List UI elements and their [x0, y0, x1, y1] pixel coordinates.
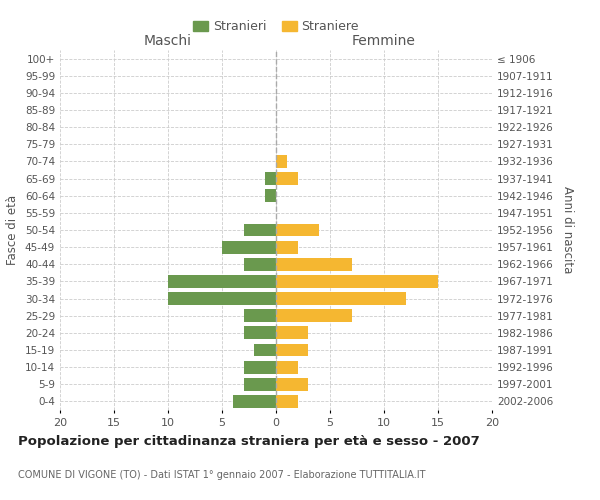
Text: Maschi: Maschi [144, 34, 192, 48]
Text: COMUNE DI VIGONE (TO) - Dati ISTAT 1° gennaio 2007 - Elaborazione TUTTITALIA.IT: COMUNE DI VIGONE (TO) - Dati ISTAT 1° ge… [18, 470, 425, 480]
Bar [244, 360, 276, 374]
Bar [276, 395, 298, 408]
Y-axis label: Fasce di età: Fasce di età [7, 195, 19, 265]
Y-axis label: Anni di nascita: Anni di nascita [560, 186, 574, 274]
Bar [244, 310, 276, 322]
Bar [254, 344, 276, 356]
Text: Femmine: Femmine [352, 34, 416, 48]
Bar [233, 395, 276, 408]
Bar [244, 378, 276, 390]
Bar [244, 326, 276, 340]
Bar [276, 344, 308, 356]
Bar [168, 275, 276, 288]
Bar [276, 258, 352, 270]
Bar [265, 190, 276, 202]
Bar [244, 258, 276, 270]
Bar [276, 172, 298, 185]
Bar [276, 360, 298, 374]
Bar [265, 172, 276, 185]
Bar [276, 155, 287, 168]
Bar [276, 292, 406, 305]
Legend: Stranieri, Straniere: Stranieri, Straniere [189, 16, 363, 37]
Text: Popolazione per cittadinanza straniera per età e sesso - 2007: Popolazione per cittadinanza straniera p… [18, 435, 480, 448]
Bar [244, 224, 276, 236]
Bar [276, 310, 352, 322]
Bar [276, 326, 308, 340]
Bar [276, 240, 298, 254]
Bar [276, 378, 308, 390]
Bar [168, 292, 276, 305]
Bar [276, 224, 319, 236]
Bar [276, 275, 438, 288]
Bar [222, 240, 276, 254]
